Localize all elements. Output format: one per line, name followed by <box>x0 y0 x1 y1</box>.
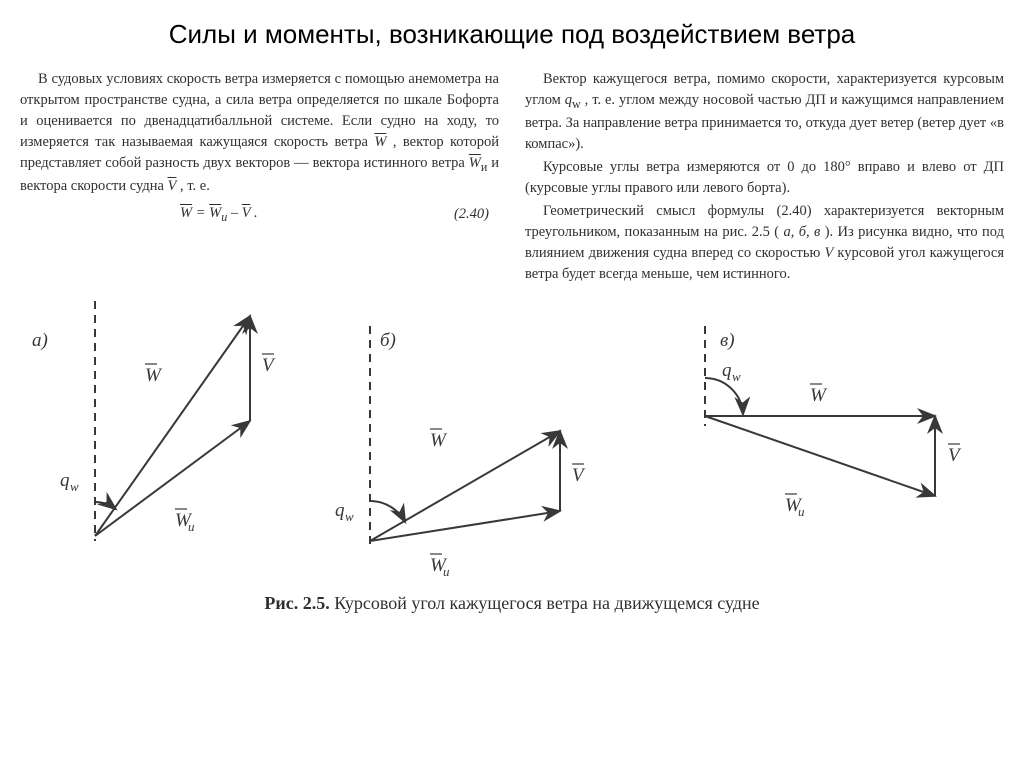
svg-text:q: q <box>60 470 70 491</box>
svg-text:W: W <box>145 365 163 386</box>
fig-letters: а, б, в <box>784 224 821 240</box>
svg-text:а): а) <box>32 330 48 351</box>
svg-text:и: и <box>798 504 805 519</box>
formula-body: W = Wи – V . <box>180 203 258 226</box>
subscript: w <box>572 96 581 110</box>
formula-minus: – <box>227 205 242 221</box>
subscript: и <box>481 159 487 173</box>
diagram-svg: а)WVWиqwб)WVWиqwв)WVWиqw <box>0 291 1024 581</box>
left-column: В судовых условиях скорость ветра измеря… <box>20 69 499 288</box>
svg-text:и: и <box>443 564 450 579</box>
caption-text: Курсовой угол кажущегося ветра на движущ… <box>330 593 760 613</box>
velocity-V: V <box>824 245 833 261</box>
page-title: Силы и моменты, возникающие под воздейст… <box>0 0 1024 61</box>
vector-W: W <box>374 134 386 150</box>
formula-dot: . <box>250 205 257 221</box>
vector-diagrams: а)WVWиqwб)WVWиqwв)WVWиqw <box>0 291 1024 581</box>
svg-text:q: q <box>335 500 345 521</box>
right-paragraph-2: Курсовые углы ветра измеряются от 0 до 1… <box>525 157 1004 199</box>
formula-2-40: W = Wи – V . (2.40) <box>20 199 499 230</box>
right-paragraph-1: Вектор кажущегося ветра, помимо скорости… <box>525 69 1004 155</box>
formula-number: (2.40) <box>454 204 489 225</box>
vector-V: V <box>168 178 177 194</box>
svg-text:w: w <box>732 369 741 384</box>
svg-text:V: V <box>262 355 276 376</box>
right-paragraph-3: Геометрический смысл формулы (2.40) хара… <box>525 201 1004 285</box>
vector-Wi: W <box>469 155 481 171</box>
right-column: Вектор кажущегося ветра, помимо скорости… <box>525 69 1004 288</box>
svg-text:V: V <box>572 465 586 486</box>
svg-text:w: w <box>70 479 79 494</box>
figure-caption: Рис. 2.5. Курсовой угол кажущегося ветра… <box>0 581 1024 614</box>
svg-text:W: W <box>810 385 828 406</box>
formula-eq: = <box>192 205 209 221</box>
svg-text:в): в) <box>720 330 735 351</box>
svg-text:w: w <box>345 509 354 524</box>
text: , т. е. углом между носовой частью ДП и … <box>525 92 1004 152</box>
svg-text:и: и <box>188 519 195 534</box>
svg-text:б): б) <box>380 330 396 351</box>
left-paragraph-1: В судовых условиях скорость ветра измеря… <box>20 69 499 197</box>
text: , т. е. <box>180 178 210 194</box>
q-symbol: q <box>565 92 572 108</box>
caption-label: Рис. 2.5. <box>264 593 329 613</box>
formula-W: W <box>180 205 192 221</box>
svg-text:q: q <box>722 360 732 381</box>
svg-text:W: W <box>430 430 448 451</box>
svg-text:V: V <box>948 445 962 466</box>
text-columns: В судовых условиях скорость ветра измеря… <box>0 61 1024 288</box>
formula-Wi: W <box>209 205 221 221</box>
